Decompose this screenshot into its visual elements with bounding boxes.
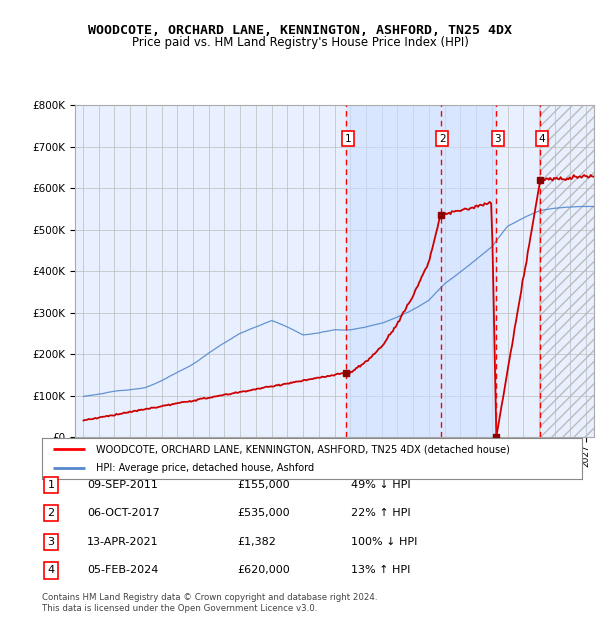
Text: 06-OCT-2017: 06-OCT-2017 xyxy=(87,508,160,518)
Text: 13-APR-2021: 13-APR-2021 xyxy=(87,537,158,547)
Text: 09-SEP-2011: 09-SEP-2011 xyxy=(87,480,158,490)
Text: WOODCOTE, ORCHARD LANE, KENNINGTON, ASHFORD, TN25 4DX (detached house): WOODCOTE, ORCHARD LANE, KENNINGTON, ASHF… xyxy=(96,444,510,454)
Text: £535,000: £535,000 xyxy=(237,508,290,518)
Text: 05-FEB-2024: 05-FEB-2024 xyxy=(87,565,158,575)
Text: £155,000: £155,000 xyxy=(237,480,290,490)
Text: Contains HM Land Registry data © Crown copyright and database right 2024.
This d: Contains HM Land Registry data © Crown c… xyxy=(42,593,377,613)
Text: Price paid vs. HM Land Registry's House Price Index (HPI): Price paid vs. HM Land Registry's House … xyxy=(131,36,469,49)
Text: 22% ↑ HPI: 22% ↑ HPI xyxy=(351,508,410,518)
Text: 1: 1 xyxy=(47,480,55,490)
Text: HPI: Average price, detached house, Ashford: HPI: Average price, detached house, Ashf… xyxy=(96,463,314,473)
Text: 49% ↓ HPI: 49% ↓ HPI xyxy=(351,480,410,490)
Bar xyxy=(346,105,496,437)
Text: 1: 1 xyxy=(344,133,351,144)
Text: 2: 2 xyxy=(47,508,55,518)
Text: WOODCOTE, ORCHARD LANE, KENNINGTON, ASHFORD, TN25 4DX: WOODCOTE, ORCHARD LANE, KENNINGTON, ASHF… xyxy=(88,24,512,37)
Text: 4: 4 xyxy=(47,565,55,575)
Text: £1,382: £1,382 xyxy=(237,537,276,547)
Text: 3: 3 xyxy=(47,537,55,547)
Text: 4: 4 xyxy=(538,133,545,144)
Text: £620,000: £620,000 xyxy=(237,565,290,575)
Bar xyxy=(540,105,594,437)
Text: 100% ↓ HPI: 100% ↓ HPI xyxy=(351,537,418,547)
Text: 3: 3 xyxy=(494,133,501,144)
Text: 13% ↑ HPI: 13% ↑ HPI xyxy=(351,565,410,575)
Text: 2: 2 xyxy=(439,133,446,144)
